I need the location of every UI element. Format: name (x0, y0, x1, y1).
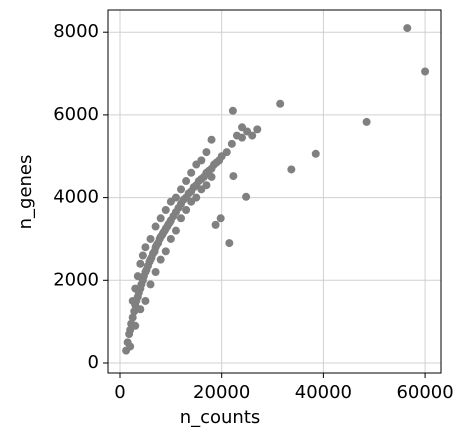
point (171, 193, 180, 202)
point (253, 125, 262, 134)
point (207, 135, 216, 144)
point (141, 296, 150, 305)
point (177, 185, 186, 194)
y-tick-label: 4000 (53, 187, 99, 208)
x-tick-label: 0 (114, 382, 125, 403)
point (182, 206, 191, 215)
point (227, 139, 236, 148)
point (161, 206, 170, 215)
x-tick-label: 60000 (396, 382, 453, 403)
point (202, 181, 211, 190)
point (276, 99, 285, 108)
point (131, 284, 140, 293)
point (128, 296, 137, 305)
x-tick-label: 40000 (295, 382, 352, 403)
point (128, 313, 137, 322)
point (238, 133, 247, 142)
point (216, 214, 225, 223)
point (156, 255, 165, 264)
point (187, 168, 196, 177)
y-axis-label: n_genes (15, 155, 36, 230)
point (141, 243, 150, 252)
point (130, 307, 139, 316)
point (403, 24, 412, 33)
point (228, 106, 237, 115)
x-axis-label: n_counts (180, 407, 261, 428)
point (177, 214, 186, 223)
point (146, 280, 155, 289)
point (238, 123, 247, 132)
y-tick-label: 8000 (53, 21, 99, 42)
point (156, 214, 165, 223)
point (166, 234, 175, 243)
point (151, 268, 160, 277)
point (202, 148, 211, 157)
point (197, 156, 206, 165)
point (182, 177, 191, 186)
point (211, 220, 220, 229)
point (138, 251, 147, 260)
point (225, 239, 234, 248)
point (229, 172, 238, 181)
point (192, 193, 201, 202)
point (131, 321, 140, 330)
y-tick-label: 0 (88, 352, 99, 373)
point (207, 172, 216, 181)
x-tick-label: 20000 (193, 382, 250, 403)
point (136, 259, 145, 268)
y-tick-label: 6000 (53, 104, 99, 125)
point (421, 67, 430, 76)
point (248, 131, 257, 140)
point (136, 305, 145, 314)
point (242, 192, 251, 201)
point (171, 226, 180, 235)
y-tick-label: 2000 (53, 269, 99, 290)
point (287, 165, 296, 174)
point (146, 234, 155, 243)
point (222, 148, 231, 157)
point (126, 342, 135, 351)
point (151, 222, 160, 231)
point (161, 247, 170, 256)
point (362, 117, 371, 126)
plot-frame (107, 9, 442, 374)
point (311, 149, 320, 158)
point (133, 272, 142, 281)
